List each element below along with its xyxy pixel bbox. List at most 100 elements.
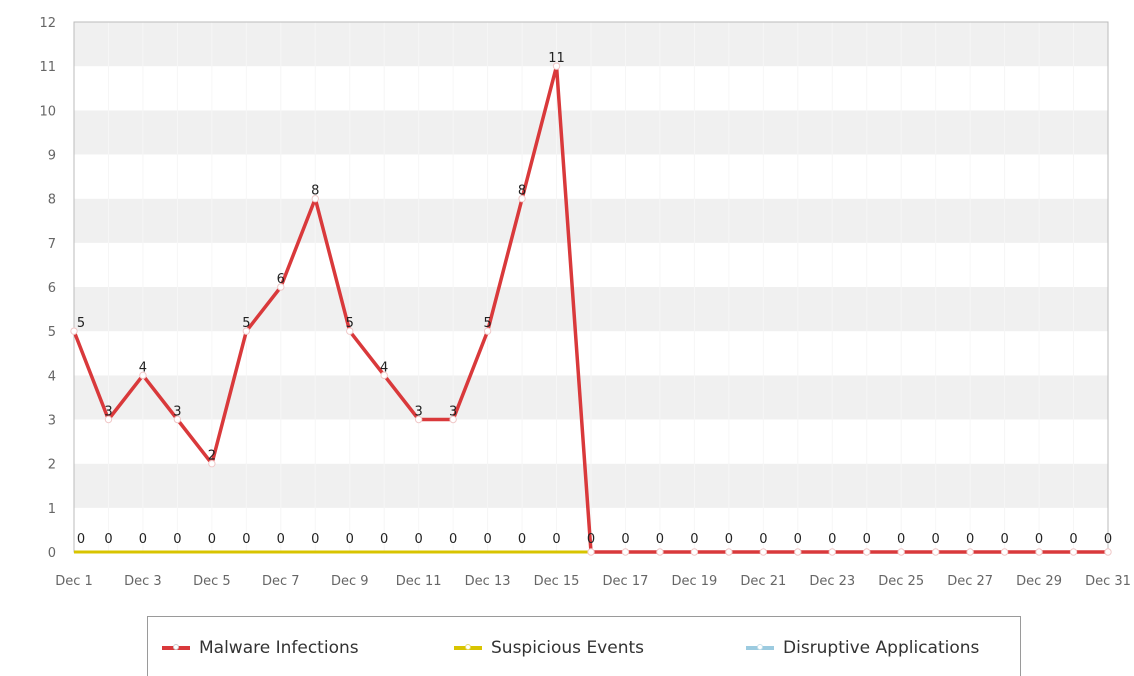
y-tick-label: 4: [48, 369, 56, 384]
data-label-malware: 0: [621, 532, 629, 547]
data-label-malware: 0: [863, 532, 871, 547]
y-tick-label: 6: [48, 281, 56, 296]
data-point-malware: [1000, 548, 1009, 556]
data-label-malware: 0: [587, 532, 595, 547]
data-point-malware: [346, 327, 354, 335]
data-point-malware: [1069, 548, 1078, 556]
y-tick-label: 3: [48, 414, 56, 429]
y-tick-label: 11: [39, 60, 56, 75]
y-tick-label: 5: [48, 325, 56, 340]
data-point-malware: [173, 415, 182, 424]
legend-swatch-suspicious: [454, 644, 482, 650]
data-label-suspicious: 0: [449, 532, 457, 547]
x-tick-label: Dec 11: [396, 574, 442, 589]
y-tick-label: 8: [48, 193, 56, 208]
data-label-suspicious: 0: [77, 532, 85, 547]
data-point-malware: [966, 548, 974, 556]
data-label-malware: 5: [346, 316, 354, 331]
data-point-malware: [208, 459, 216, 468]
data-label-suspicious: 0: [483, 532, 491, 547]
x-tick-label: Dec 31: [1085, 574, 1131, 589]
data-label-suspicious: 0: [139, 532, 147, 547]
y-tick-label: 12: [39, 16, 56, 31]
data-point-malware: [70, 327, 78, 335]
x-tick-label: Dec 13: [465, 574, 511, 589]
chart-legend: Malware Infections Suspicious Events Dis…: [147, 616, 1021, 676]
data-label-malware: 0: [828, 532, 836, 547]
data-point-malware: [725, 548, 733, 556]
data-label-malware: 0: [690, 532, 698, 547]
data-point-malware: [414, 415, 423, 424]
data-label-malware: 0: [897, 532, 905, 547]
data-label-suspicious: 0: [346, 532, 354, 547]
data-label-malware: 6: [277, 272, 285, 287]
data-label-malware: 0: [1104, 532, 1112, 547]
legend-swatch-malware: [162, 644, 190, 650]
x-tick-label: Dec 7: [262, 574, 300, 589]
data-label-suspicious: 0: [415, 532, 423, 547]
data-label-malware: 8: [311, 184, 319, 199]
data-label-malware: 3: [415, 405, 423, 420]
data-label-malware: 0: [966, 532, 974, 547]
data-point-malware: [828, 548, 836, 556]
legend-item-disruptive-applications: Disruptive Applications: [746, 635, 979, 661]
x-tick-label: Dec 1: [55, 574, 93, 589]
data-point-malware: [242, 327, 251, 335]
data-label-malware: 2: [208, 449, 216, 464]
data-label-malware: 0: [1069, 532, 1077, 547]
data-label-suspicious: 0: [242, 532, 250, 547]
data-point-malware: [587, 548, 595, 556]
data-label-suspicious: 0: [552, 532, 560, 547]
x-tick-label: Dec 23: [809, 574, 855, 589]
x-tick-label: Dec 29: [1016, 574, 1062, 589]
data-point-malware: [104, 415, 113, 424]
data-point-malware: [759, 548, 768, 556]
x-tick-label: Dec 15: [534, 574, 580, 589]
data-label-malware: 0: [932, 532, 940, 547]
data-point-malware: [690, 548, 699, 556]
y-tick-label: 0: [48, 546, 56, 561]
x-tick-label: Dec 27: [947, 574, 993, 589]
data-label-malware: 4: [139, 360, 147, 375]
data-label-malware: 5: [242, 316, 250, 331]
data-point-malware: [863, 548, 871, 556]
data-label-malware: 0: [794, 532, 802, 547]
x-tick-label: Dec 25: [878, 574, 924, 589]
data-label-malware: 8: [518, 184, 526, 199]
data-label-malware: 0: [656, 532, 664, 547]
data-label-malware: 11: [548, 51, 565, 66]
legend-swatch-disruptive: [746, 644, 774, 650]
data-point-malware: [311, 194, 319, 203]
data-label-malware: 0: [725, 532, 733, 547]
data-label-malware: 0: [1000, 532, 1008, 547]
data-label-malware: 4: [380, 360, 388, 375]
x-tick-label: Dec 3: [124, 574, 162, 589]
legend-label-disruptive: Disruptive Applications: [783, 638, 980, 658]
data-label-suspicious: 0: [311, 532, 319, 547]
data-point-malware: [621, 548, 630, 556]
x-tick-label: Dec 17: [603, 574, 649, 589]
data-label-malware: 5: [77, 316, 85, 331]
x-tick-label: Dec 19: [671, 574, 717, 589]
y-tick-label: 2: [48, 458, 56, 473]
legend-item-suspicious-events: Suspicious Events: [454, 635, 644, 661]
data-point-malware: [380, 371, 388, 380]
y-tick-label: 10: [39, 104, 56, 119]
data-point-malware: [449, 415, 457, 424]
data-label-malware: 5: [483, 316, 491, 331]
data-label-malware: 3: [449, 405, 457, 420]
data-label-suspicious: 0: [380, 532, 388, 547]
data-label-malware: 3: [173, 405, 181, 420]
data-point-malware: [483, 327, 492, 335]
data-label-malware: 0: [1035, 532, 1043, 547]
data-point-malware: [1104, 548, 1112, 556]
data-point-malware: [277, 283, 285, 291]
legend-label-malware: Malware Infections: [199, 638, 359, 658]
data-label-malware: 3: [104, 405, 112, 420]
data-point-malware: [518, 194, 526, 203]
data-point-malware: [1035, 548, 1043, 556]
y-tick-label: 7: [48, 237, 56, 252]
data-point-malware: [139, 371, 147, 380]
